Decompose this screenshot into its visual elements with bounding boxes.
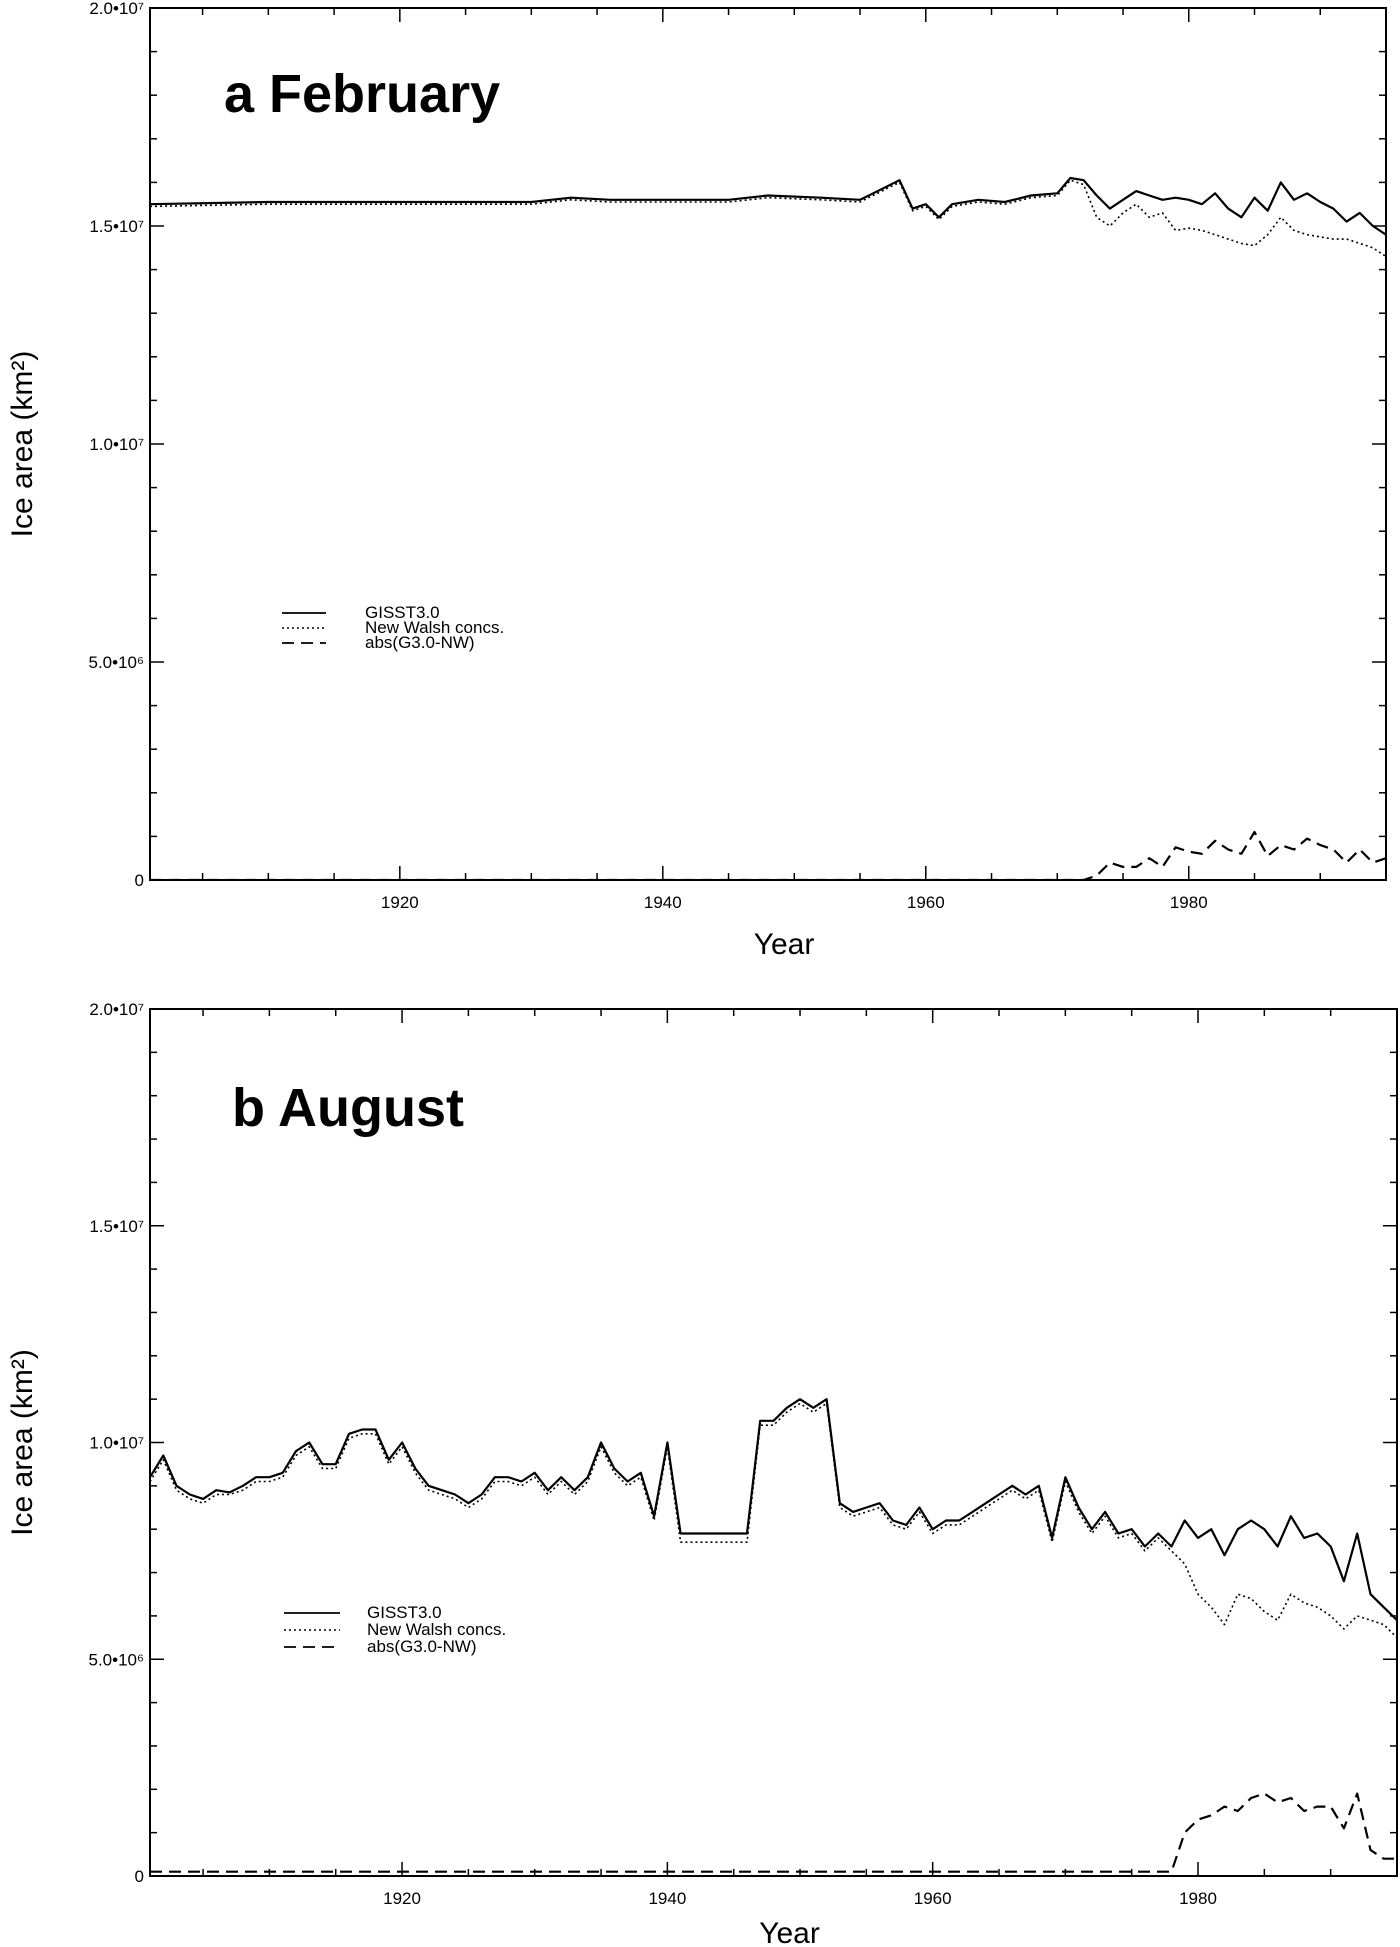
legend-label: abs(G3.0-NW) [365, 633, 475, 652]
panel-title: b August [232, 1078, 464, 1138]
series-line-solid [150, 1398, 1397, 1622]
x-tick-label: 1980 [1170, 893, 1208, 912]
x-tick-label: 1960 [914, 1889, 952, 1908]
series-line-dashed [150, 830, 1386, 880]
plot-frame [149, 7, 1387, 881]
legend-label: GISST3.0 [367, 1603, 442, 1622]
x-tick-label: 1940 [644, 893, 682, 912]
y-tick-label: 0 [135, 1867, 144, 1886]
x-tick-label: 1980 [1179, 1889, 1217, 1908]
y-tick-label: 1.5•10⁷ [89, 217, 144, 236]
x-tick-label: 1920 [381, 893, 419, 912]
series-line-solid [150, 176, 1386, 236]
y-axis-label: Ice area (km²) [6, 1349, 39, 1536]
y-tick-label: 2.0•10⁷ [89, 1000, 144, 1019]
series-line-dashed [150, 1792, 1397, 1873]
panel-b-august: 0 5.0•10⁶ 1.0•10⁷ 1.5•10⁷ 2.0•10⁷ 1920 1940 196… [6, 1000, 1398, 1947]
y-tick-label: 1.0•10⁷ [89, 1434, 144, 1453]
series-line-dotted [150, 179, 1386, 258]
legend-label: GISST3.0 [365, 603, 440, 622]
panel-title: a February [224, 64, 500, 124]
y-tick-label: 5.0•10⁶ [89, 1650, 145, 1669]
plot-frame [149, 1008, 1398, 1877]
x-axis-label: Year [759, 1917, 820, 1947]
y-axis-label: Ice area (km²) [6, 351, 39, 538]
series-line-dotted [150, 1402, 1397, 1639]
x-tick-label: 1940 [648, 1889, 686, 1908]
legend-label: New Walsh concs. [367, 1620, 506, 1639]
x-tick-label: 1960 [907, 893, 945, 912]
x-tick-label: 1920 [383, 1889, 421, 1908]
y-tick-label: 2.0•10⁷ [89, 0, 144, 18]
y-tick-label: 5.0•10⁶ [89, 653, 145, 672]
x-axis-label: Year [754, 928, 815, 961]
plot-area [150, 1398, 1397, 1873]
legend-label: New Walsh concs. [365, 618, 504, 637]
legend-label: abs(G3.0-NW) [367, 1637, 477, 1656]
y-tick-label: 0 [135, 871, 144, 890]
plot-area [150, 176, 1386, 880]
y-tick-label: 1.0•10⁷ [89, 435, 144, 454]
y-tick-label: 1.5•10⁷ [89, 1217, 144, 1236]
panel-a-february: 0 5.0•10⁶ 1.0•10⁷ 1.5•10⁷ 2.0•10⁷ 1920 1940 196… [6, 0, 1387, 961]
